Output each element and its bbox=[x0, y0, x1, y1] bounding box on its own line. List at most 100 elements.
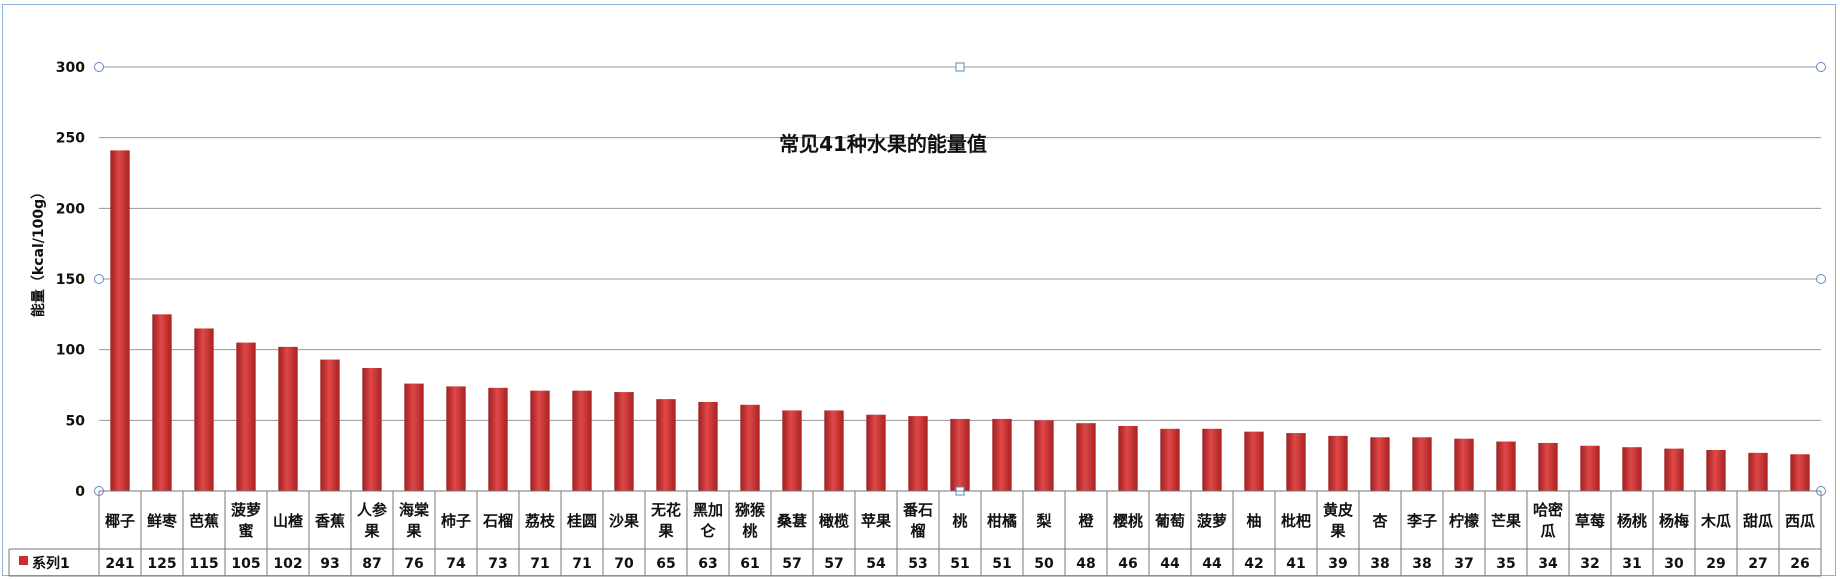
data-label: 125 bbox=[147, 556, 176, 572]
y-tick-label: 100 bbox=[56, 343, 85, 359]
category-label: 李子 bbox=[1406, 512, 1437, 530]
data-label: 46 bbox=[1118, 556, 1137, 572]
bar bbox=[362, 368, 382, 491]
bar bbox=[824, 410, 844, 491]
category-label: 哈密瓜 bbox=[1533, 501, 1563, 540]
category-label: 鲜枣 bbox=[147, 512, 178, 530]
data-label: 38 bbox=[1370, 556, 1389, 572]
bar bbox=[1412, 437, 1432, 491]
category-label: 柠檬 bbox=[1449, 512, 1479, 530]
data-label: 50 bbox=[1034, 556, 1054, 572]
bar bbox=[320, 359, 340, 491]
y-tick-label: 50 bbox=[66, 413, 86, 429]
category-label: 黄皮果 bbox=[1323, 501, 1353, 540]
bar bbox=[992, 418, 1012, 491]
bar bbox=[530, 390, 550, 491]
data-label: 41 bbox=[1286, 556, 1305, 572]
bar bbox=[1622, 447, 1642, 491]
data-label: 61 bbox=[740, 556, 759, 572]
bar bbox=[614, 392, 634, 491]
bar bbox=[1202, 428, 1222, 491]
bar bbox=[1790, 454, 1810, 491]
bar bbox=[194, 328, 214, 491]
bar bbox=[446, 386, 466, 491]
y-tick-label: 150 bbox=[56, 272, 85, 288]
bar bbox=[1286, 433, 1306, 491]
data-label: 71 bbox=[530, 556, 549, 572]
category-label: 梨 bbox=[1035, 512, 1051, 530]
bar bbox=[740, 404, 760, 491]
category-label: 石榴 bbox=[482, 512, 513, 530]
chart-area[interactable]: 0 50 100 150 200 250 300 椰子 鲜枣 芭蕉 菠萝蜜 山楂 香蕉 人参果 海棠果 柿子… bbox=[2, 4, 1836, 577]
category-label: 杨桃 bbox=[1617, 512, 1647, 530]
bar bbox=[1748, 452, 1768, 491]
category-label: 人参果 bbox=[357, 501, 388, 540]
data-label: 71 bbox=[572, 556, 591, 572]
bar bbox=[488, 387, 508, 491]
data-label: 63 bbox=[698, 556, 717, 572]
bar bbox=[698, 401, 718, 491]
data-label: 32 bbox=[1580, 556, 1599, 572]
resize-handle bbox=[1816, 62, 1826, 72]
data-label: 37 bbox=[1454, 556, 1473, 572]
category-label: 草莓 bbox=[1575, 512, 1605, 530]
category-label: 桂圆 bbox=[566, 512, 597, 530]
data-label: 76 bbox=[404, 556, 423, 572]
category-label: 葡萄 bbox=[1154, 512, 1185, 530]
category-label: 甜瓜 bbox=[1743, 512, 1773, 530]
data-label: 115 bbox=[189, 556, 218, 572]
category-label: 西瓜 bbox=[1785, 512, 1815, 530]
bar bbox=[152, 314, 172, 491]
bar bbox=[1370, 437, 1390, 491]
data-label: 57 bbox=[824, 556, 843, 572]
data-label: 26 bbox=[1790, 556, 1809, 572]
category-label: 杏 bbox=[1371, 512, 1388, 530]
category-label: 菠萝蜜 bbox=[231, 501, 261, 540]
category-label: 芭蕉 bbox=[189, 512, 219, 530]
bar bbox=[1580, 445, 1600, 491]
y-tick-label: 300 bbox=[56, 60, 85, 76]
y-axis-label: 能量（kcal/100g） bbox=[30, 185, 47, 317]
data-label: 73 bbox=[488, 556, 507, 572]
y-tick-label: 200 bbox=[56, 201, 85, 217]
data-label: 102 bbox=[273, 556, 302, 572]
bar bbox=[404, 383, 424, 491]
bar bbox=[908, 416, 928, 491]
bar bbox=[236, 342, 256, 491]
bar bbox=[1160, 428, 1180, 491]
bar bbox=[110, 150, 130, 492]
data-label: 35 bbox=[1496, 556, 1515, 572]
category-label: 苹果 bbox=[861, 512, 892, 530]
category-label: 菠萝 bbox=[1197, 512, 1227, 530]
category-label: 香蕉 bbox=[315, 512, 345, 530]
data-label: 38 bbox=[1412, 556, 1431, 572]
category-label: 海棠果 bbox=[399, 501, 430, 540]
category-label: 木瓜 bbox=[1700, 512, 1731, 530]
category-label: 桑葚 bbox=[777, 512, 807, 530]
bar bbox=[572, 390, 592, 491]
data-label: 241 bbox=[105, 556, 134, 572]
data-label: 31 bbox=[1622, 556, 1641, 572]
category-label: 橄榄 bbox=[819, 512, 849, 530]
data-label: 48 bbox=[1076, 556, 1095, 572]
resize-handle bbox=[1816, 274, 1826, 284]
bar bbox=[1538, 442, 1558, 491]
chart-title: 常见41种水果的能量值 bbox=[779, 132, 987, 156]
data-label: 44 bbox=[1160, 556, 1180, 572]
category-label: 芒果 bbox=[1491, 512, 1522, 530]
data-label: 51 bbox=[992, 556, 1011, 572]
data-label: 57 bbox=[782, 556, 801, 572]
bar bbox=[782, 410, 802, 491]
category-label: 番石榴 bbox=[902, 501, 933, 540]
resize-handle bbox=[94, 274, 104, 284]
data-label: 39 bbox=[1328, 556, 1347, 572]
data-label: 34 bbox=[1538, 556, 1558, 572]
y-tick-label: 0 bbox=[75, 484, 85, 500]
bar bbox=[1664, 448, 1684, 491]
resize-handle bbox=[955, 62, 965, 72]
bar bbox=[866, 414, 886, 491]
category-label: 山楂 bbox=[273, 512, 304, 530]
bar bbox=[656, 399, 676, 491]
bar bbox=[1706, 450, 1726, 491]
y-tick-label: 250 bbox=[56, 131, 85, 147]
